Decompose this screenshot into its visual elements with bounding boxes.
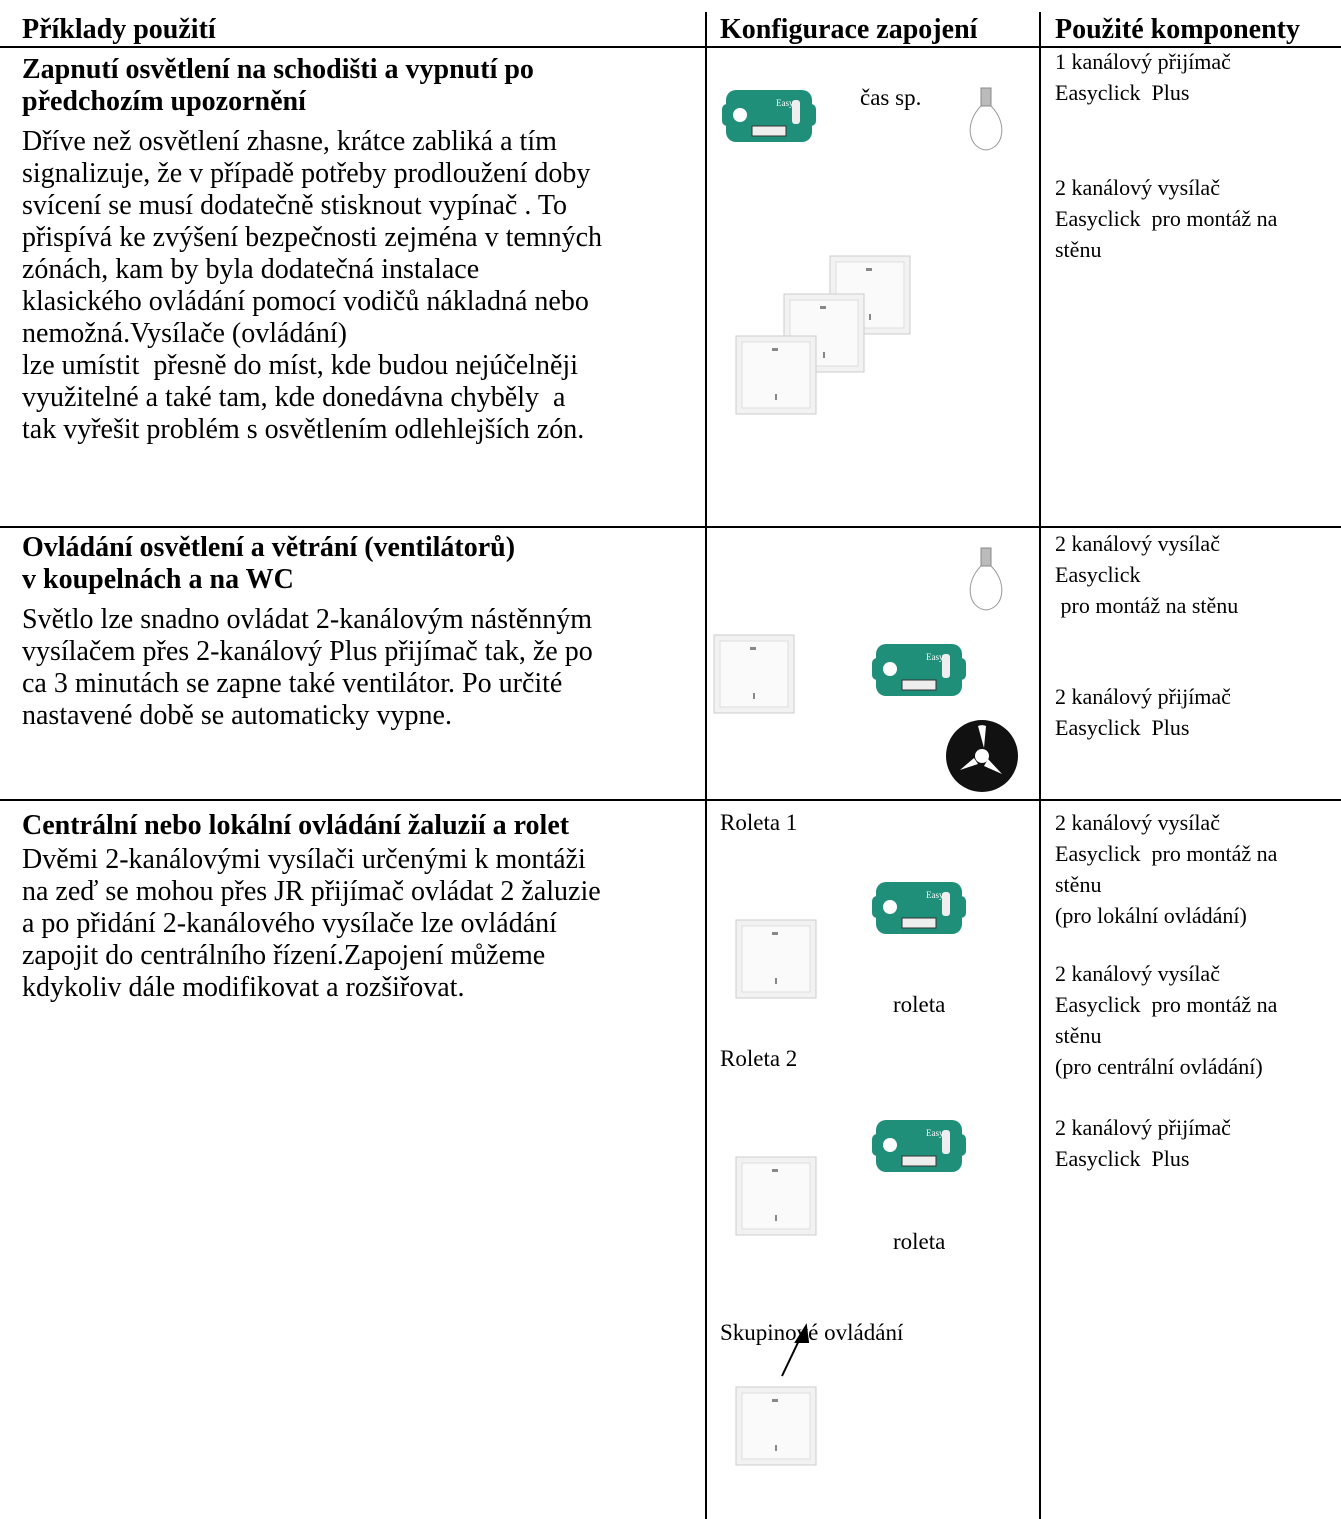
text-line: předchozím upozornění <box>22 86 306 117</box>
text-line: 2 kanálový vysílač <box>1055 175 1220 200</box>
text-line: Zapnutí osvětlení na schodišti a vypnutí… <box>22 54 534 85</box>
config-label: roleta <box>893 992 946 1017</box>
switch-icon <box>735 919 817 999</box>
text-line: (pro centrální ovládání) <box>1055 1054 1263 1079</box>
component: 2 kanálový vysílač Easyclick pro montáž n… <box>1055 528 1238 621</box>
text-line: nastavené době se automaticky vypne. <box>22 700 452 731</box>
column-header: Použité komponenty <box>1055 14 1300 45</box>
config-label: Skupinové ovládání <box>720 1320 904 1345</box>
text-line: stěnu <box>1055 1023 1102 1048</box>
bulb-icon <box>969 547 1003 611</box>
receiver-icon <box>871 881 967 935</box>
text-line: lze umístit přesně do míst, kde budou ne… <box>22 350 578 381</box>
text-line: pro montáž na stěnu <box>1055 593 1239 618</box>
text-line: tak vyřešit problém s osvětlením odlehle… <box>22 414 585 445</box>
text-line: vysílačem přes 2-kanálový Plus přijímač … <box>22 636 593 667</box>
text-line: Easyclick Plus <box>1055 80 1190 105</box>
text-line: zónách, kam by byla dodatečná instalace <box>22 254 480 285</box>
text-line: Easyclick Plus <box>1055 1146 1190 1171</box>
switch-icon <box>713 634 795 714</box>
text-line: 2 kanálový přijímač <box>1055 1115 1231 1140</box>
text-line: Dvěmi 2-kanálovými vysílači určenými k m… <box>22 844 586 875</box>
text-line: stěnu <box>1055 872 1102 897</box>
switch-icon <box>735 335 817 415</box>
text-line: kdykoliv dále modifikovat a rozšiřovat. <box>22 972 465 1003</box>
row-description: Světlo lze snadno ovládat 2-kanálovým ná… <box>22 604 593 732</box>
component: 2 kanálový vysílač Easyclick pro montáž n… <box>1055 807 1277 931</box>
text-line: a po přidání 2-kanálového vysílače lze o… <box>22 908 557 939</box>
component: 2 kanálový přijímač Easyclick Plus <box>1055 681 1231 743</box>
text-line: (pro lokální ovládání) <box>1055 903 1247 928</box>
config-label: roleta <box>893 1229 946 1254</box>
text-line: stěnu <box>1055 237 1102 262</box>
text-line: Easyclick pro montáž na <box>1055 992 1278 1017</box>
component: 2 kanálový přijímač Easyclick Plus <box>1055 1112 1231 1174</box>
row-description: Dříve než osvětlení zhasne, krátce zabli… <box>22 126 602 446</box>
text-line: Easyclick Plus <box>1055 715 1190 740</box>
text-line: 1 kanálový přijímač <box>1055 49 1231 74</box>
row-description: Dvěmi 2-kanálovými vysílači určenými k m… <box>22 844 601 1004</box>
config-label: Roleta 1 <box>720 810 798 835</box>
fan-icon <box>946 720 1018 792</box>
receiver-icon <box>721 89 817 143</box>
text-line: signalizuje, že v případě potřeby prodlo… <box>22 158 591 189</box>
config-label: Roleta 2 <box>720 1046 798 1071</box>
text-line: v koupelnách a na WC <box>22 564 294 595</box>
column-header: Příklady použití <box>22 14 216 45</box>
text-line: Centrální nebo lokální ovládání žaluzií … <box>22 810 570 841</box>
component: 2 kanálový vysílač Easyclick pro montáž n… <box>1055 958 1277 1082</box>
component: 1 kanálový přijímač Easyclick Plus <box>1055 46 1231 108</box>
receiver-icon <box>871 1119 967 1173</box>
text-line: Dříve než osvětlení zhasne, krátce zabli… <box>22 126 557 157</box>
text-line: Easyclick pro montáž na <box>1055 206 1278 231</box>
text-line: nemožná.Vysílače (ovládání) <box>22 318 347 349</box>
text-line: 2 kanálový vysílač <box>1055 810 1220 835</box>
receiver-icon <box>871 643 967 697</box>
text-line: svícení se musí dodatečně stisknout vypí… <box>22 190 567 221</box>
row-title: Zapnutí osvětlení na schodišti a vypnutí… <box>22 54 534 118</box>
text-line: Easyclick pro montáž na <box>1055 841 1278 866</box>
text-line: 2 kanálový vysílač <box>1055 531 1220 556</box>
switch-icon <box>735 1156 817 1236</box>
table-lines <box>0 12 1341 1519</box>
column-header: Konfigurace zapojení <box>720 14 978 45</box>
bulb-icon <box>969 87 1003 151</box>
text-line: Easyclick <box>1055 562 1141 587</box>
text-line: využitelné a také tam, kde donedávna chy… <box>22 382 566 413</box>
text-line: klasického ovládání pomocí vodičů náklad… <box>22 286 589 317</box>
row-title: Ovládání osvětlení a větrání (ventilátor… <box>22 532 515 596</box>
row-title: Centrální nebo lokální ovládání žaluzií … <box>22 810 569 842</box>
text-line: 2 kanálový vysílač <box>1055 961 1220 986</box>
text-line: na zeď se mohou přes JR přijímač ovládat… <box>22 876 601 907</box>
arrow <box>781 1323 810 1377</box>
text-line: přispívá ke zvýšení bezpečnosti zejména … <box>22 222 603 253</box>
text-line: Ovládání osvětlení a větrání (ventilátor… <box>22 532 516 563</box>
text-line: ca 3 minutách se zapne také ventilátor. … <box>22 668 563 699</box>
config-label: čas sp. <box>860 85 922 110</box>
switch-icon <box>735 1386 817 1466</box>
text-line: 2 kanálový přijímač <box>1055 684 1231 709</box>
component: 2 kanálový vysílač Easyclick pro montáž n… <box>1055 172 1277 265</box>
text-line: zapojit do centrálního řízení.Zapojení m… <box>22 940 546 971</box>
text-line: Světlo lze snadno ovládat 2-kanálovým ná… <box>22 604 592 635</box>
